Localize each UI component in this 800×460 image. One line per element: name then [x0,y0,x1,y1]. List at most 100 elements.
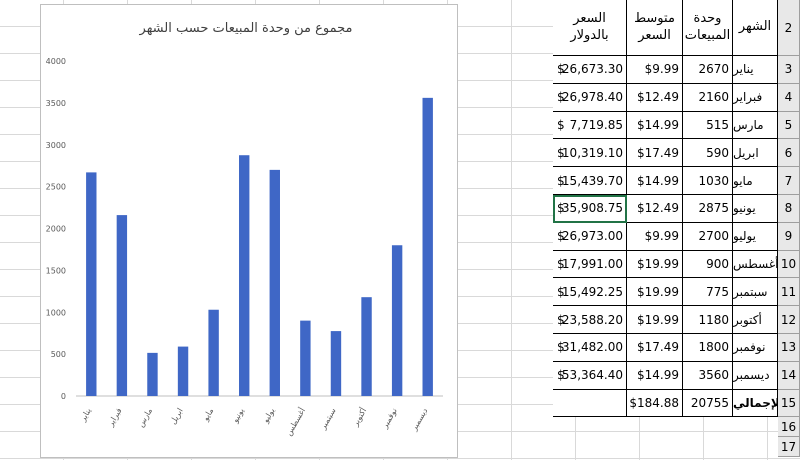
row-number[interactable]: 16 [778,417,800,438]
avg-price-cell[interactable]: $17.49 [627,334,683,362]
price-cell[interactable]: $26,973.00 [553,222,627,251]
price-amount: 15,492.25 [561,284,623,299]
month-cell[interactable]: يناير [733,56,778,84]
bar [300,320,311,396]
row-number[interactable]: 9 [778,222,800,251]
price-cell[interactable]: $26,978.40 [553,83,627,112]
column-header[interactable]: السعر بالدولار [553,0,627,56]
units-cell[interactable]: 515 [683,111,733,140]
row-number[interactable]: 5 [778,111,800,140]
price-amount: 35,908.75 [561,201,623,216]
avg-price-cell[interactable]: $14.99 [627,167,683,195]
column-header[interactable]: الشهر [733,0,778,56]
row-number[interactable]: 15 [778,389,800,418]
month-cell[interactable]: سبتمبر [733,278,778,307]
month-cell[interactable]: ابريل [733,139,778,168]
month-cell[interactable]: أغسطس [733,250,778,279]
month-cell[interactable]: ديسمبر [733,361,778,390]
x-tick-label: أغسطس [283,406,307,437]
y-tick-label: 3500 [46,99,66,108]
price-cell[interactable]: $53,364.40 [553,361,627,390]
total-label[interactable]: الإجمالي [733,389,778,418]
currency-symbol: $ [557,368,565,383]
units-cell[interactable]: 2875 [683,195,733,223]
month-cell[interactable]: مايو [733,167,778,195]
x-tick-label: يونيو [230,407,246,425]
bar [361,297,372,396]
units-cell[interactable]: 2700 [683,222,733,251]
price-cell[interactable]: $31,482.00 [553,334,627,362]
avg-price-cell[interactable]: $17.49 [627,139,683,168]
row-number[interactable]: 8 [778,195,800,223]
y-tick-label: 1000 [46,308,66,317]
row-number[interactable]: 7 [778,167,800,195]
price-amount: 26,673.30 [561,62,623,77]
row-number[interactable]: 6 [778,139,800,168]
column-header[interactable]: متوسط السعر [627,0,683,56]
total-avg[interactable]: $184.88 [627,389,683,418]
x-tick-label: ابريل [168,407,184,426]
chart: مجموع من وحدة المبيعات حسب الشهر 0 500 100… [46,21,443,437]
row-number[interactable]: 3 [778,56,800,84]
price-cell[interactable]: $10,319.10 [553,139,627,168]
price-cell[interactable]: $7,719.85 [553,111,627,140]
row-number[interactable]: 4 [778,83,800,112]
x-tick-label: نوفمبر [380,407,399,431]
y-tick-label: 3000 [46,141,66,150]
units-cell[interactable]: 1030 [683,167,733,195]
currency-symbol: $ [557,90,565,105]
avg-price-cell[interactable]: $19.99 [627,250,683,279]
column-header[interactable]: وحدة المبيعات [683,0,733,56]
units-cell[interactable]: 900 [683,250,733,279]
price-cell[interactable]: $15,439.70 [553,167,627,195]
currency-symbol: $ [557,229,565,244]
avg-price-cell[interactable]: $12.49 [627,195,683,223]
month-cell[interactable]: يوليو [733,222,778,251]
month-cell[interactable]: نوفمبر [733,334,778,362]
chart-title: مجموع من وحدة المبيعات حسب الشهر [139,21,353,36]
row-number[interactable]: 14 [778,361,800,390]
row-number[interactable]: 2 [778,0,800,56]
units-cell[interactable]: 2670 [683,56,733,84]
units-cell[interactable]: 3560 [683,361,733,390]
avg-price-cell[interactable]: $9.99 [627,222,683,251]
price-cell[interactable]: $35,908.75 [553,195,627,223]
units-cell[interactable]: 2160 [683,83,733,112]
price-amount: 23,588.20 [561,312,623,327]
units-cell[interactable]: 1180 [683,306,733,334]
avg-price-cell[interactable]: $14.99 [627,361,683,390]
row-number[interactable]: 10 [778,250,800,279]
avg-price-cell[interactable]: $19.99 [627,278,683,307]
price-cell[interactable]: $26,673.30 [553,56,627,84]
month-cell[interactable]: أكتوبر [733,306,778,334]
month-cell[interactable]: يونيو [733,195,778,223]
avg-price-cell[interactable]: $9.99 [627,56,683,84]
empty-cell[interactable] [553,389,627,418]
bar [330,331,342,396]
units-cell[interactable]: 775 [683,278,733,307]
row-number[interactable]: 13 [778,334,800,362]
total-units[interactable]: 20755 [683,389,733,418]
price-cell[interactable]: $17,991.00 [553,250,627,279]
currency-symbol: $ [557,256,565,271]
month-cell[interactable]: مارس [733,111,778,140]
row-number[interactable]: 17 [778,437,800,458]
price-cell[interactable]: $23,588.20 [553,306,627,334]
avg-price-cell[interactable]: $19.99 [627,306,683,334]
x-tick-label: أكتوبر [350,406,369,429]
units-cell[interactable]: 590 [683,139,733,168]
x-tick-label: يناير [78,407,93,424]
currency-symbol: $ [557,284,565,299]
price-amount: 15,439.70 [561,173,623,188]
avg-price-cell[interactable]: $12.49 [627,83,683,112]
row-number[interactable]: 12 [778,306,800,334]
chart-container[interactable]: مجموع من وحدة المبيعات حسب الشهر 0 500 100… [40,4,458,458]
row-number[interactable]: 11 [778,278,800,307]
units-cell[interactable]: 1800 [683,334,733,362]
price-cell[interactable]: $15,492.25 [553,278,627,307]
price-amount: 17,991.00 [561,256,623,271]
month-cell[interactable]: فبراير [733,83,778,112]
currency-symbol: $ [557,201,565,216]
avg-price-cell[interactable]: $14.99 [627,111,683,140]
